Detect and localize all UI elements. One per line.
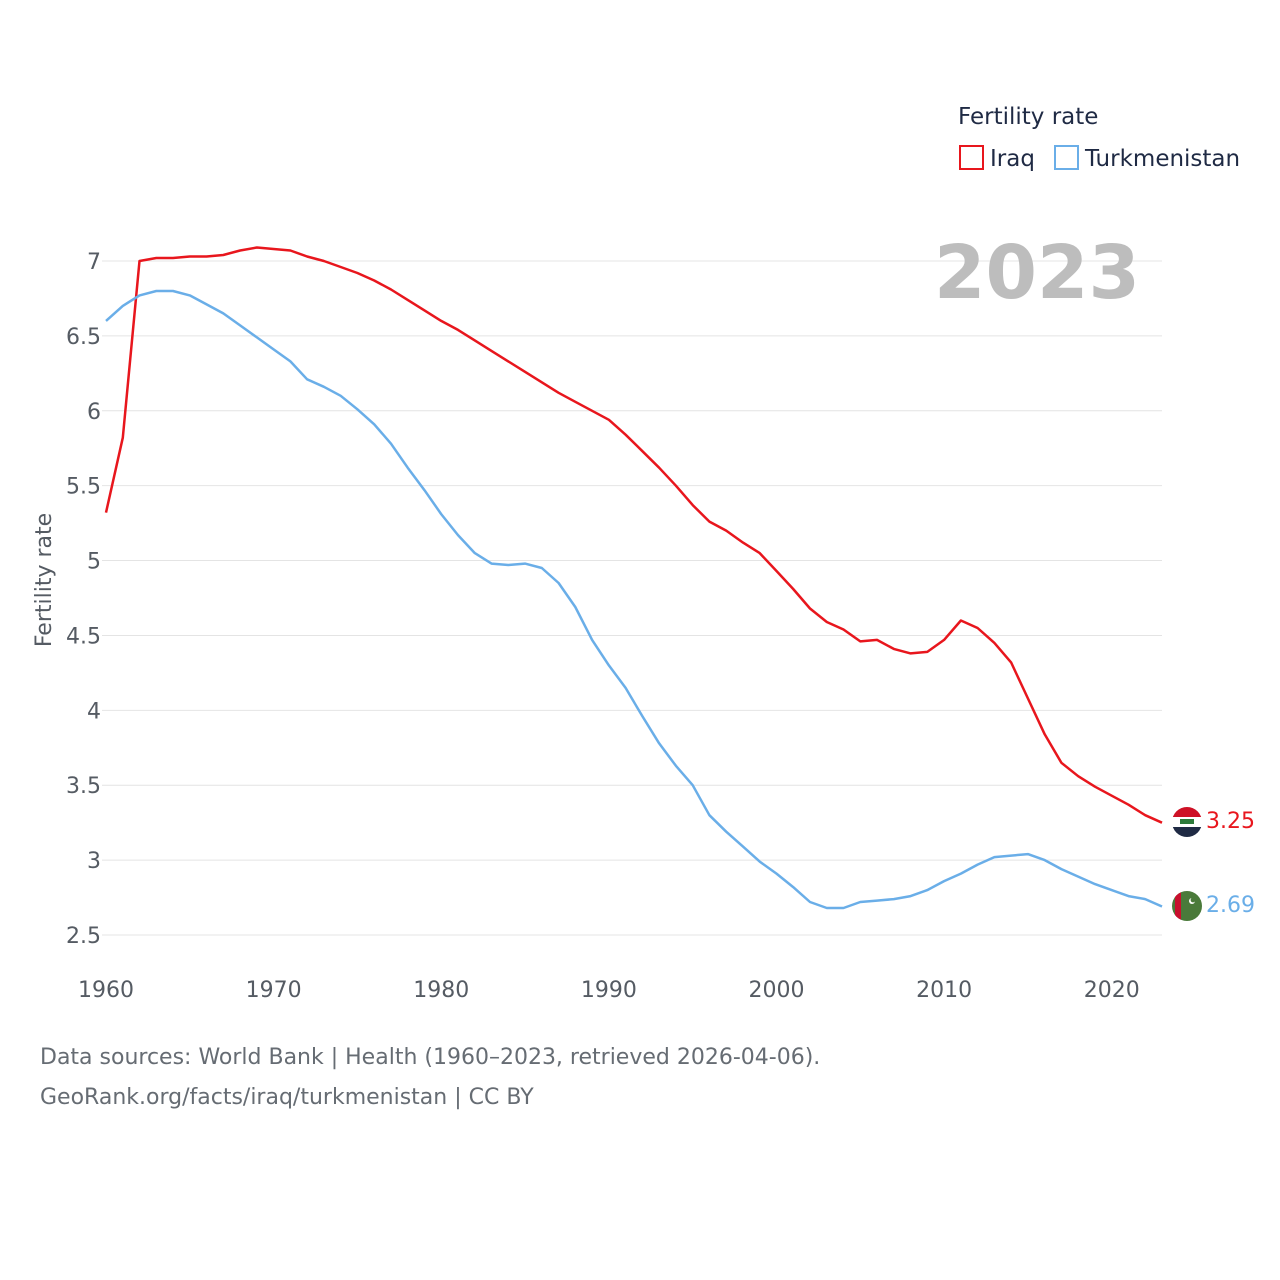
- x-tick-label: 2000: [748, 978, 804, 1003]
- legend-swatch-turkmenistan: [1054, 145, 1079, 170]
- y-axis-label: Fertility rate: [32, 513, 57, 647]
- x-tick-label: 1960: [78, 978, 134, 1003]
- legend: Fertility rate Iraq Turkmenistan: [958, 104, 1240, 172]
- grid-lines: [102, 260, 1162, 936]
- x-tick-label: 1970: [246, 978, 302, 1003]
- y-tick-label: 3: [87, 849, 101, 874]
- legend-swatch-iraq: [959, 145, 984, 170]
- legend-item-iraq[interactable]: Iraq: [959, 145, 1035, 172]
- y-tick-label: 6.5: [66, 325, 101, 350]
- x-tick-label: 1990: [581, 978, 637, 1003]
- y-tick-label: 3.5: [66, 774, 101, 799]
- x-tick-label: 2010: [916, 978, 972, 1003]
- iraq-flag-icon: [1172, 807, 1202, 837]
- x-tick-label: 2020: [1084, 978, 1140, 1003]
- series-lines: [104, 246, 1163, 910]
- y-tick-label: 4.5: [66, 624, 101, 649]
- x-axis-ticks: 1960 1970 1980 1990 2000 2010 2020: [78, 978, 1140, 1003]
- x-tick-label: 1980: [413, 978, 469, 1003]
- y-tick-label: 5: [87, 550, 101, 575]
- y-tick-label: 7: [87, 250, 101, 275]
- turkmenistan-flag-icon: [1172, 891, 1202, 921]
- y-axis-ticks: 2.5 3 3.5 4 4.5 5 5.5 6 6.5 7: [66, 250, 101, 949]
- y-tick-label: 4: [87, 699, 101, 724]
- legend-label-turkmenistan: Turkmenistan: [1084, 146, 1240, 172]
- legend-item-turkmenistan[interactable]: Turkmenistan: [1054, 145, 1240, 172]
- legend-label-iraq: Iraq: [990, 146, 1035, 172]
- end-value-label-iraq: 3.25: [1206, 809, 1255, 834]
- legend-title: Fertility rate: [958, 104, 1098, 130]
- series-line-iraq[interactable]: [104, 246, 1163, 824]
- y-tick-label: 6: [87, 400, 101, 425]
- y-tick-label: 5.5: [66, 475, 101, 500]
- current-year-label: 2023: [934, 230, 1140, 316]
- series-line-turkmenistan[interactable]: [105, 289, 1163, 910]
- y-tick-label: 2.5: [66, 924, 101, 949]
- end-value-label-turkmenistan: 2.69: [1206, 893, 1255, 918]
- footer-sources: Data sources: World Bank | Health (1960–…: [40, 1045, 821, 1070]
- footer-credit-link[interactable]: GeoRank.org/facts/iraq/turkmenistan | CC…: [40, 1085, 534, 1110]
